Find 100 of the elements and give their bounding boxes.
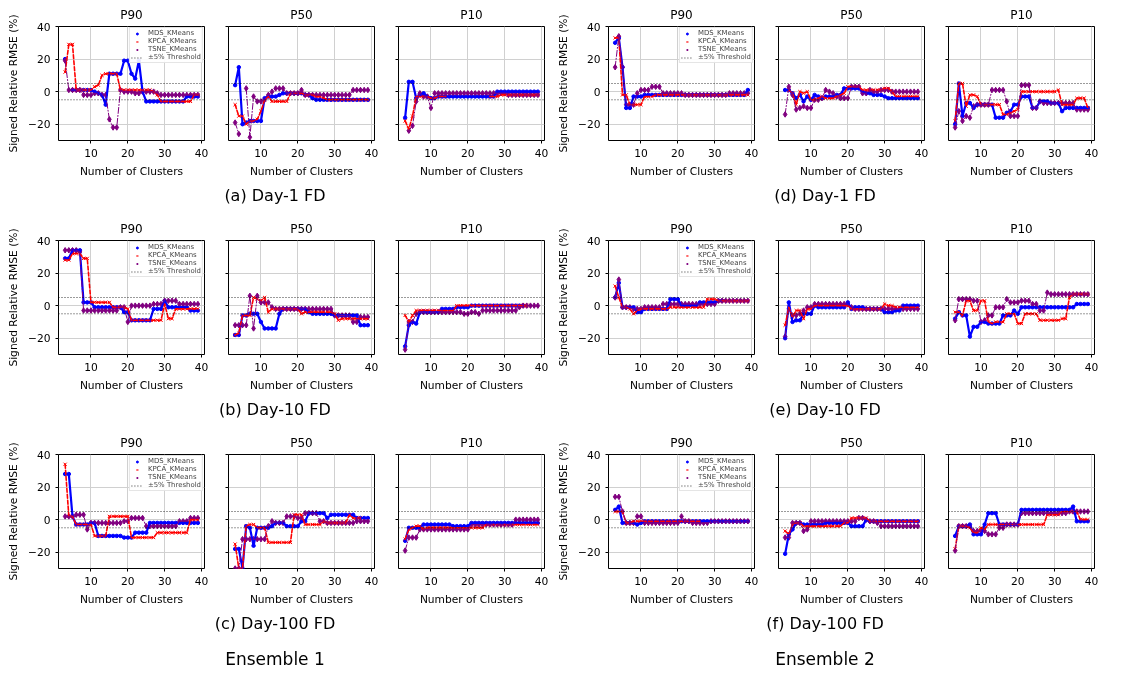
chart-title: P90	[120, 7, 143, 22]
chart-title: P10	[1010, 7, 1033, 22]
x-tick-label: 10	[634, 574, 648, 588]
chart-title: P90	[120, 435, 143, 450]
x-tick-label: 10	[84, 146, 98, 160]
x-tick-label: 40	[744, 360, 759, 374]
y-tick-label: 20	[586, 267, 601, 281]
y-axis-title: Signed Relative RMSE (%)	[7, 442, 21, 581]
y-tick-label: 40	[586, 448, 601, 462]
x-tick-label: 30	[157, 574, 172, 588]
x-tick-label: 20	[291, 360, 305, 374]
y-tick-label: 0	[43, 513, 51, 527]
x-axis-title: Number of Clusters	[969, 378, 1074, 392]
y-tick-label: −20	[578, 118, 601, 132]
x-tick-label: 30	[877, 146, 892, 160]
chart-title: P90	[670, 435, 693, 450]
x-axis-title: Number of Clusters	[629, 378, 734, 392]
x-tick-label: 20	[291, 574, 305, 588]
y-axis-title: Signed Relative RMSE (%)	[7, 14, 21, 153]
x-tick-label: 30	[327, 146, 342, 160]
x-tick-label: 10	[804, 146, 818, 160]
x-tick-label: 30	[1047, 574, 1062, 588]
text: (d) Day-1 FD	[774, 185, 876, 207]
x-tick-label: 30	[327, 574, 342, 588]
x-tick-label: 10	[424, 360, 438, 374]
x-tick-label: 20	[671, 146, 685, 160]
x-tick-label: 30	[707, 146, 722, 160]
y-tick-label: −20	[578, 546, 601, 560]
x-axis-title: Number of Clusters	[419, 592, 524, 606]
chart-title: P90	[670, 7, 693, 22]
x-tick-label: 30	[1047, 360, 1062, 374]
x-tick-label: 40	[364, 574, 379, 588]
x-axis-title: Number of Clusters	[629, 592, 734, 606]
x-tick-label: 20	[121, 574, 135, 588]
y-tick-label: 0	[593, 299, 601, 313]
x-axis-title: Number of Clusters	[799, 592, 904, 606]
text: (f) Day-100 FD	[766, 613, 884, 635]
x-tick-label: 20	[121, 360, 135, 374]
x-tick-label: 10	[84, 574, 98, 588]
y-tick-label: 40	[36, 448, 51, 462]
chart-title: P10	[1010, 221, 1033, 236]
x-tick-label: 20	[841, 360, 855, 374]
x-axis-title: Number of Clusters	[249, 164, 354, 178]
text: Ensemble 1	[225, 648, 325, 671]
text: (b) Day-10 FD	[219, 399, 331, 421]
x-tick-label: 20	[841, 574, 855, 588]
x-tick-label: 40	[914, 360, 929, 374]
x-tick-label: 10	[974, 574, 988, 588]
y-tick-label: −20	[28, 546, 51, 560]
chart-title: P50	[290, 435, 313, 450]
y-tick-label: −20	[578, 332, 601, 346]
x-tick-label: 40	[364, 146, 379, 160]
y-tick-label: 40	[36, 234, 51, 248]
chart-title: P10	[460, 7, 483, 22]
x-tick-label: 20	[291, 146, 305, 160]
x-tick-label: 10	[84, 360, 98, 374]
x-tick-label: 10	[424, 146, 438, 160]
y-axis-title: Signed Relative RMSE (%)	[557, 442, 571, 581]
y-tick-label: 20	[36, 53, 51, 67]
x-tick-label: 30	[877, 360, 892, 374]
chart-title: P50	[290, 7, 313, 22]
text: (e) Day-10 FD	[769, 399, 881, 421]
x-tick-label: 40	[1084, 360, 1099, 374]
x-axis-title: Number of Clusters	[249, 592, 354, 606]
x-tick-label: 10	[254, 574, 268, 588]
x-tick-label: 30	[1047, 146, 1062, 160]
x-tick-label: 20	[671, 574, 685, 588]
chart-title: P90	[670, 221, 693, 236]
x-tick-label: 40	[1084, 146, 1099, 160]
x-tick-label: 40	[744, 146, 759, 160]
x-tick-label: 10	[974, 360, 988, 374]
x-tick-label: 30	[157, 360, 172, 374]
x-axis-title: Number of Clusters	[629, 164, 734, 178]
x-tick-label: 40	[194, 146, 209, 160]
x-tick-label: 20	[1011, 574, 1025, 588]
x-tick-label: 20	[461, 574, 475, 588]
x-tick-label: 20	[671, 360, 685, 374]
y-axis-title: Signed Relative RMSE (%)	[557, 14, 571, 153]
y-tick-label: 0	[43, 299, 51, 313]
x-axis-title: Number of Clusters	[79, 164, 184, 178]
x-tick-label: 30	[327, 360, 342, 374]
x-tick-label: 40	[194, 574, 209, 588]
x-axis-title: Number of Clusters	[969, 592, 1074, 606]
x-tick-label: 20	[121, 146, 135, 160]
y-tick-label: −20	[28, 118, 51, 132]
x-tick-label: 40	[914, 146, 929, 160]
x-tick-label: 30	[877, 574, 892, 588]
chart-title: P50	[840, 7, 863, 22]
text: (c) Day-100 FD	[214, 613, 336, 635]
x-tick-label: 30	[497, 146, 512, 160]
x-tick-label: 10	[804, 360, 818, 374]
x-tick-label: 40	[744, 574, 759, 588]
x-tick-label: 40	[194, 360, 209, 374]
chart-title: P10	[1010, 435, 1033, 450]
y-tick-label: 20	[586, 53, 601, 67]
x-tick-label: 40	[364, 360, 379, 374]
x-axis-title: Number of Clusters	[79, 592, 184, 606]
x-axis-title: Number of Clusters	[419, 378, 524, 392]
text: (a) Day-1 FD	[224, 185, 326, 207]
x-tick-label: 20	[1011, 360, 1025, 374]
